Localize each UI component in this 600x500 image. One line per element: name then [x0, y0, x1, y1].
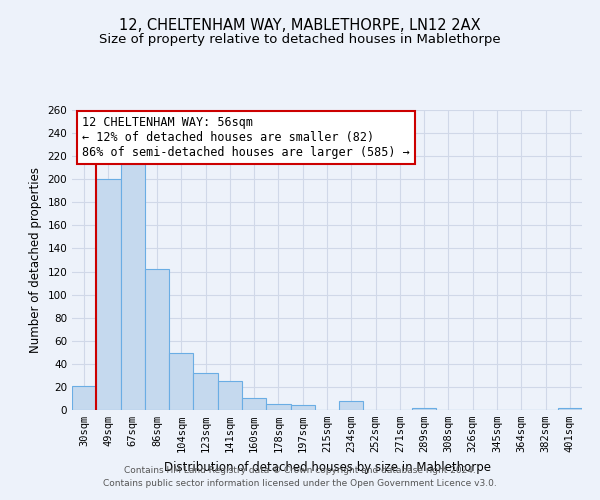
Bar	[193, 373, 218, 410]
Bar	[412, 408, 436, 410]
Text: 12 CHELTENHAM WAY: 56sqm
← 12% of detached houses are smaller (82)
86% of semi-d: 12 CHELTENHAM WAY: 56sqm ← 12% of detach…	[82, 116, 410, 159]
Text: 12, CHELTENHAM WAY, MABLETHORPE, LN12 2AX: 12, CHELTENHAM WAY, MABLETHORPE, LN12 2A…	[119, 18, 481, 32]
Bar	[218, 381, 242, 410]
Y-axis label: Number of detached properties: Number of detached properties	[29, 167, 42, 353]
Bar	[242, 398, 266, 410]
Bar	[96, 179, 121, 410]
X-axis label: Distribution of detached houses by size in Mablethorpe: Distribution of detached houses by size …	[163, 460, 491, 473]
Text: Size of property relative to detached houses in Mablethorpe: Size of property relative to detached ho…	[99, 32, 501, 46]
Bar	[145, 269, 169, 410]
Bar	[169, 354, 193, 410]
Bar	[290, 406, 315, 410]
Bar	[121, 164, 145, 410]
Bar	[558, 408, 582, 410]
Text: Contains HM Land Registry data © Crown copyright and database right 2024.
Contai: Contains HM Land Registry data © Crown c…	[103, 466, 497, 487]
Bar	[266, 404, 290, 410]
Bar	[339, 401, 364, 410]
Bar	[72, 386, 96, 410]
